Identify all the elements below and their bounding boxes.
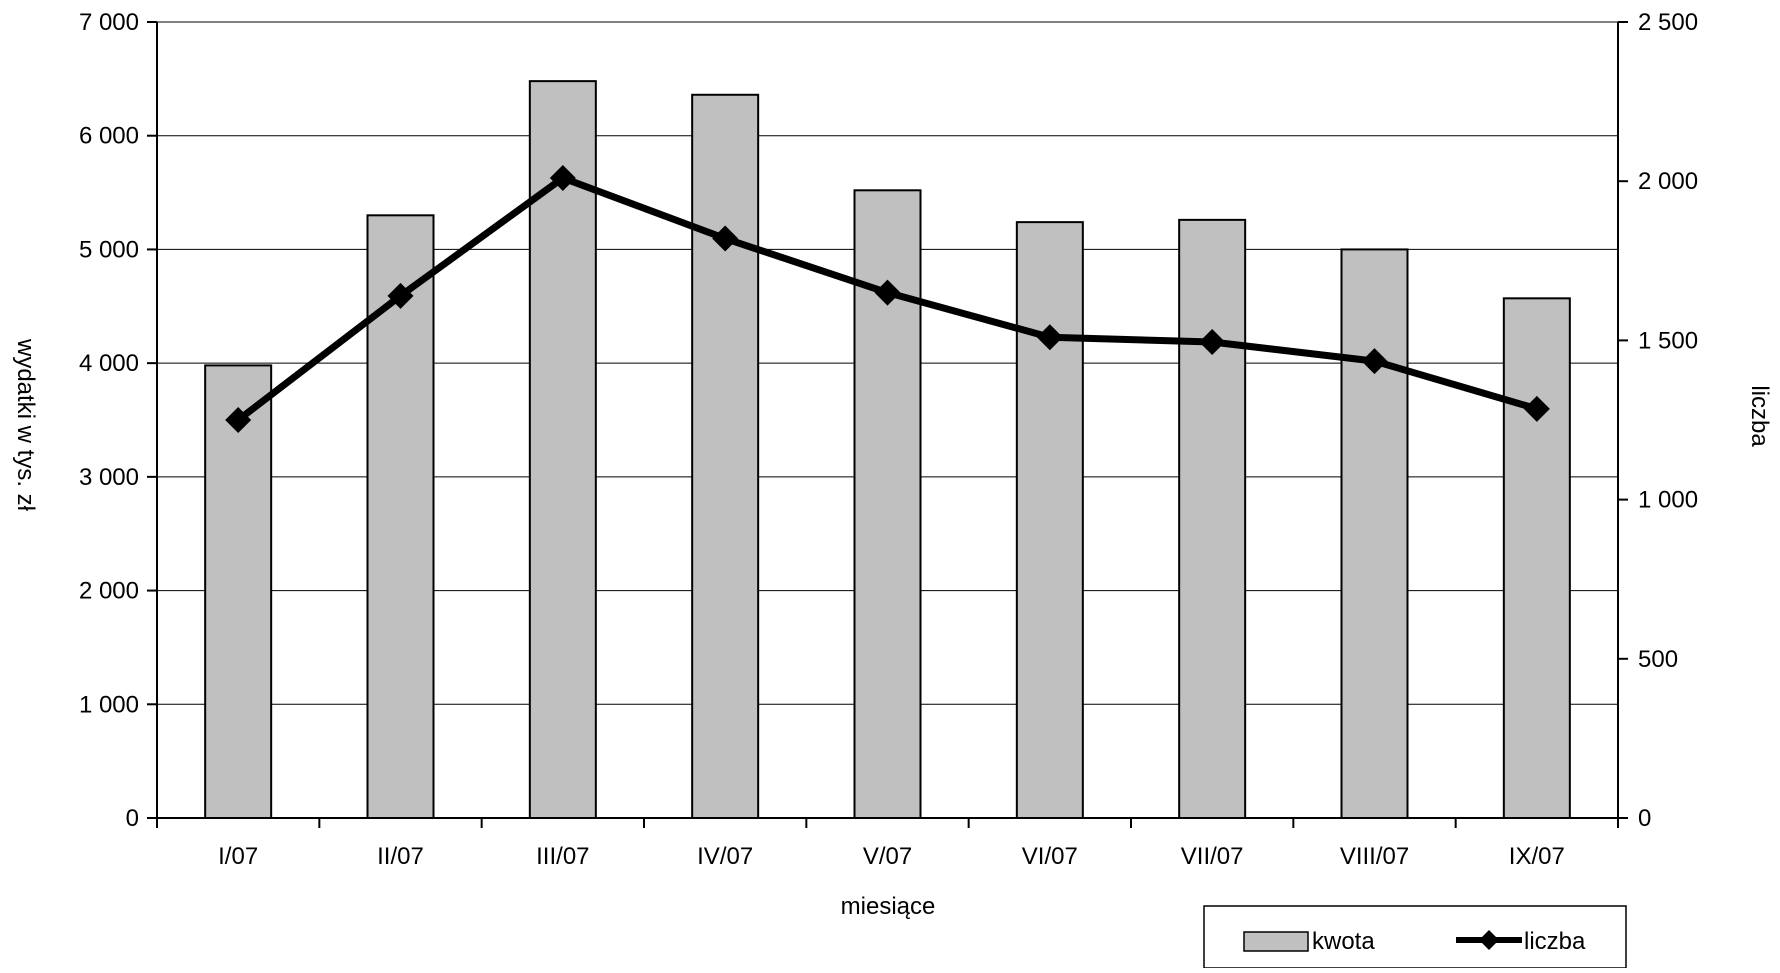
x-tick-label: VIII/07 — [1340, 843, 1409, 870]
x-tick-label: V/07 — [863, 843, 912, 870]
left-axis-title: wydatki w tys. zł — [12, 338, 39, 512]
left-tick-label: 1 000 — [79, 691, 139, 718]
x-tick-label: I/07 — [218, 843, 258, 870]
x-tick-label: VI/07 — [1022, 843, 1078, 870]
marker-I/07 — [225, 407, 252, 433]
x-tick-label: III/07 — [536, 843, 589, 870]
right-tick-label: 2 500 — [1638, 9, 1698, 36]
x-tick-label: IV/07 — [697, 843, 753, 870]
legend-marker-liczba — [1479, 930, 1499, 950]
right-tick-label: 500 — [1638, 646, 1678, 673]
bar-IV/07 — [691, 93, 760, 819]
right-tick-label: 0 — [1638, 805, 1651, 832]
marker-VII/07 — [1199, 328, 1226, 355]
marker-III/07 — [549, 165, 576, 192]
left-tick-label: 7 000 — [79, 9, 139, 36]
line-series-liczba — [225, 165, 1550, 433]
legend: kwota liczba — [1203, 905, 1627, 969]
marker-V/07 — [874, 279, 901, 306]
axes — [147, 21, 1628, 828]
right-tick-label: 1 000 — [1638, 487, 1698, 514]
marker-IV/07 — [712, 225, 739, 252]
bar-VIII/07 — [1340, 248, 1409, 819]
bar-VI/07 — [1015, 221, 1084, 819]
tick-labels: 0 1 000 2 000 3 000 4 000 5 000 6 000 7 000 0 500… — [79, 9, 1698, 870]
legend-swatch-kwota — [1243, 931, 1309, 952]
left-tick-label: 5 000 — [79, 236, 139, 263]
bar-I/07 — [204, 364, 273, 819]
marker-II/07 — [387, 282, 414, 309]
bar-IX/07 — [1502, 297, 1571, 819]
x-axis-title: miesiące — [841, 893, 936, 920]
legend-label-liczba: liczba — [1524, 928, 1586, 955]
left-tick-label: 2 000 — [79, 578, 139, 605]
right-axis-title: liczba — [1746, 385, 1773, 447]
x-tick-label: VII/07 — [1181, 843, 1244, 870]
marker-IX/07 — [1523, 395, 1550, 422]
left-tick-label: 3 000 — [79, 464, 139, 491]
legend-label-kwota: kwota — [1312, 928, 1375, 955]
marker-VIII/07 — [1361, 348, 1388, 375]
left-tick-label: 6 000 — [79, 123, 139, 150]
x-tick-label: II/07 — [377, 843, 424, 870]
right-tick-label: 2 000 — [1638, 168, 1698, 195]
marker-VI/07 — [1036, 324, 1063, 351]
left-tick-label: 4 000 — [79, 350, 139, 377]
bar-III/07 — [528, 80, 597, 820]
x-tick-label: IX/07 — [1509, 843, 1565, 870]
bar-VII/07 — [1178, 218, 1247, 819]
bar-series-kwota — [204, 80, 1571, 820]
right-tick-label: 1 500 — [1638, 327, 1698, 354]
left-tick-label: 0 — [126, 805, 139, 832]
